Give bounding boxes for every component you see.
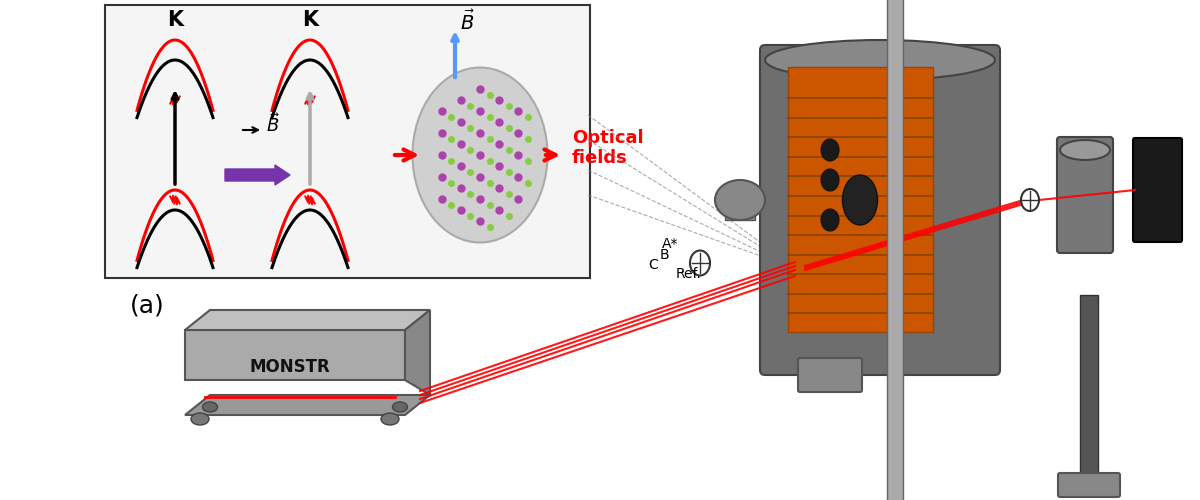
Text: Optical
fields: Optical fields: [572, 128, 643, 168]
FancyBboxPatch shape: [1058, 473, 1120, 497]
Text: K: K: [167, 10, 184, 30]
Ellipse shape: [842, 175, 877, 225]
Ellipse shape: [821, 139, 839, 161]
Text: MONSTR: MONSTR: [250, 358, 330, 376]
Text: Ref.: Ref.: [676, 267, 702, 281]
Text: K: K: [302, 10, 318, 30]
Ellipse shape: [203, 402, 217, 412]
FancyBboxPatch shape: [1057, 137, 1114, 253]
Text: A*: A*: [662, 237, 678, 251]
Polygon shape: [185, 310, 430, 330]
Ellipse shape: [821, 209, 839, 231]
Ellipse shape: [1060, 140, 1110, 160]
Ellipse shape: [191, 413, 209, 425]
Text: (a): (a): [130, 293, 164, 317]
FancyBboxPatch shape: [788, 67, 934, 332]
Bar: [725, 200, 755, 220]
Text: $\vec{B}$: $\vec{B}$: [266, 114, 280, 136]
Text: C: C: [648, 258, 658, 272]
Ellipse shape: [690, 250, 710, 276]
Bar: [887, 0, 904, 500]
Polygon shape: [406, 310, 430, 395]
Bar: [1080, 295, 1098, 495]
Ellipse shape: [392, 402, 408, 412]
FancyBboxPatch shape: [798, 358, 862, 392]
FancyBboxPatch shape: [106, 5, 590, 278]
Ellipse shape: [413, 68, 547, 242]
FancyBboxPatch shape: [1133, 138, 1182, 242]
Ellipse shape: [1021, 189, 1039, 211]
FancyArrow shape: [226, 165, 290, 185]
Ellipse shape: [766, 40, 995, 80]
Text: B: B: [660, 248, 670, 262]
Polygon shape: [185, 330, 406, 380]
Ellipse shape: [715, 180, 766, 220]
Text: $\vec{B}$: $\vec{B}$: [460, 10, 475, 34]
FancyBboxPatch shape: [760, 45, 1000, 375]
Ellipse shape: [821, 169, 839, 191]
Ellipse shape: [382, 413, 398, 425]
Polygon shape: [185, 395, 430, 415]
